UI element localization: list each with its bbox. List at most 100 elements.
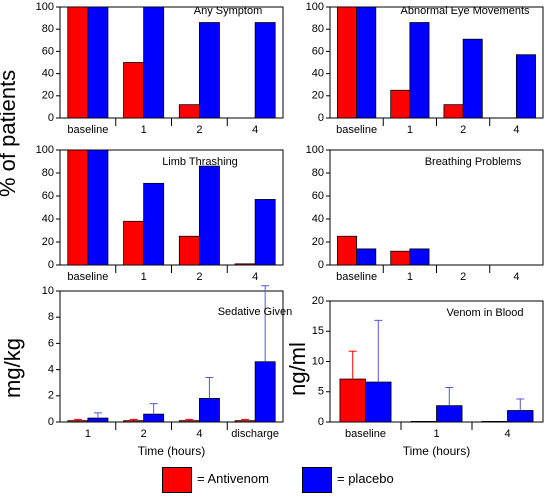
x-tick-label: 4: [513, 124, 519, 136]
bar-placebo-2: [198, 165, 220, 266]
y-tick-label: 40: [42, 213, 54, 225]
x-tick-label: 1: [85, 428, 91, 440]
bar-antivenom-discharge: [234, 420, 256, 423]
y-tick-label: 40: [42, 68, 54, 80]
y-tick-label: 20: [312, 295, 324, 307]
bar-placebo-1: [87, 417, 109, 423]
y-tick-label: 8: [48, 311, 54, 323]
bar-placebo-baseline: [356, 6, 377, 119]
y-tick-label: 10: [312, 355, 324, 367]
bar-antivenom-2: [178, 104, 200, 119]
bar-antivenom-4: [481, 420, 508, 423]
bar-placebo-2: [462, 38, 483, 119]
x-axis-label: Time (hours): [403, 444, 471, 458]
y-tick-label: 80: [42, 23, 54, 35]
bar-antivenom-baseline: [67, 149, 89, 266]
y-tick-label: 10: [42, 285, 54, 297]
x-tick-label: 4: [196, 428, 202, 440]
y-tick-label: 60: [312, 45, 324, 57]
y-tick-label: 0: [318, 259, 324, 271]
y-tick-label: 80: [312, 167, 324, 179]
x-tick-label: baseline: [67, 124, 108, 136]
x-tick-label: discharge: [231, 428, 279, 440]
y-tick-label: 0: [48, 259, 54, 271]
bar-placebo-4: [515, 54, 536, 119]
bar-placebo-2: [198, 22, 220, 119]
bar-antivenom-2: [123, 420, 145, 423]
y-tick-label: 20: [312, 90, 324, 102]
bar-placebo-2: [143, 413, 165, 423]
x-tick-label: 1: [141, 124, 147, 136]
bar-placebo-4: [254, 22, 276, 119]
bar-antivenom-4: [178, 420, 200, 423]
bar-antivenom-1: [390, 89, 411, 119]
y-tick-label: 0: [318, 416, 324, 428]
bar-placebo-baseline: [87, 6, 109, 119]
y-tick-label: 0: [318, 112, 324, 124]
panel-title: Abnormal Eye Movements: [401, 5, 530, 17]
y-tick-label: 0: [48, 416, 54, 428]
x-tick-label: 1: [407, 124, 413, 136]
x-tick-label: 2: [460, 124, 466, 136]
bar-placebo-1: [436, 405, 463, 423]
bar-placebo-4: [507, 410, 534, 423]
y-tick-label: 20: [42, 236, 54, 248]
bar-antivenom-baseline: [337, 235, 358, 266]
bar-antivenom-baseline: [67, 6, 89, 119]
y-tick-label: 40: [312, 213, 324, 225]
panel-title: Any Symptom: [194, 5, 262, 17]
legend-swatch-placebo: [302, 467, 332, 493]
bar-antivenom-baseline: [337, 6, 358, 119]
x-tick-label: 2: [460, 271, 466, 283]
bar-placebo-discharge: [254, 361, 276, 423]
panel-title: Limb Thrashing: [162, 156, 238, 168]
bar-antivenom-1: [390, 250, 411, 266]
x-tick-label: 2: [196, 271, 202, 283]
bar-placebo-1: [409, 22, 430, 119]
y-tick-label: 100: [306, 1, 324, 13]
x-axis-label: Time (hours): [138, 444, 206, 458]
y-axis-label-mgkg: mg/kg: [0, 338, 25, 398]
bar-placebo-4: [254, 199, 276, 266]
x-tick-label: 4: [252, 271, 258, 283]
x-tick-label: 4: [504, 428, 510, 440]
y-tick-label: 0: [48, 112, 54, 124]
bar-placebo-baseline: [87, 149, 109, 266]
panel-title: Venom in Blood: [446, 307, 523, 319]
bar-antivenom-2: [443, 104, 464, 119]
panel-title: Sedative Given: [218, 306, 293, 318]
y-tick-label: 60: [312, 190, 324, 202]
bar-placebo-baseline: [356, 248, 377, 266]
x-tick-label: 1: [433, 428, 439, 440]
panel-title: Breathing Problems: [425, 156, 522, 168]
y-tick-label: 15: [312, 325, 324, 337]
y-tick-label: 6: [48, 337, 54, 349]
bar-antivenom-4: [234, 263, 256, 266]
y-tick-label: 100: [36, 144, 54, 156]
x-tick-label: baseline: [67, 271, 108, 283]
bar-placebo-baseline: [365, 381, 392, 423]
bar-placebo-4: [198, 398, 220, 423]
y-tick-label: 2: [48, 390, 54, 402]
x-tick-label: 2: [196, 124, 202, 136]
y-tick-label: 60: [42, 190, 54, 202]
y-tick-label: 40: [312, 68, 324, 80]
bar-placebo-1: [143, 6, 165, 119]
bar-placebo-1: [409, 248, 430, 266]
x-tick-label: 2: [141, 428, 147, 440]
x-tick-label: 1: [407, 271, 413, 283]
bar-antivenom-2: [178, 235, 200, 266]
y-tick-label: 80: [312, 23, 324, 35]
y-tick-label: 20: [42, 90, 54, 102]
y-tick-label: 60: [42, 45, 54, 57]
y-tick-label: 5: [318, 386, 324, 398]
y-axis-label-ngml: ng/ml: [285, 342, 310, 396]
x-tick-label: 1: [141, 271, 147, 283]
bar-antivenom-baseline: [339, 378, 366, 423]
x-tick-label: baseline: [336, 271, 377, 283]
y-tick-label: 20: [312, 236, 324, 248]
legend-swatch-antivenom: [162, 467, 192, 493]
x-tick-label: baseline: [345, 428, 386, 440]
legend-label-antivenom: = Antivenom: [197, 471, 269, 486]
